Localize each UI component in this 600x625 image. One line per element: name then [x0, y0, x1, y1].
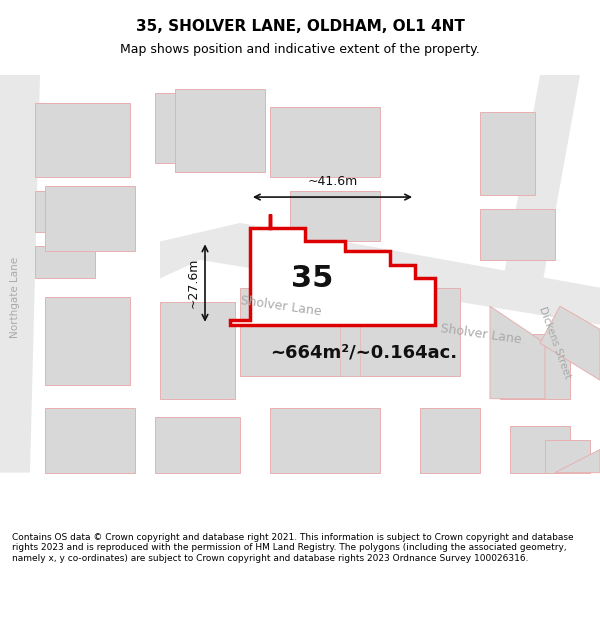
Polygon shape — [510, 426, 570, 472]
Polygon shape — [45, 408, 135, 472]
Polygon shape — [35, 246, 95, 279]
Text: Sholver Lane: Sholver Lane — [240, 294, 323, 318]
Polygon shape — [160, 223, 600, 324]
Polygon shape — [545, 440, 590, 472]
Polygon shape — [540, 306, 600, 380]
Polygon shape — [0, 75, 40, 472]
Polygon shape — [270, 107, 380, 177]
Text: Map shows position and indicative extent of the property.: Map shows position and indicative extent… — [120, 43, 480, 56]
Polygon shape — [155, 94, 220, 163]
Text: 35: 35 — [292, 264, 334, 293]
Polygon shape — [45, 186, 135, 251]
Polygon shape — [480, 209, 555, 260]
Polygon shape — [555, 449, 600, 472]
Polygon shape — [45, 297, 130, 385]
Text: ~27.6m: ~27.6m — [187, 258, 200, 308]
Text: Dickens Street: Dickens Street — [538, 306, 572, 381]
Polygon shape — [490, 306, 545, 399]
Polygon shape — [290, 191, 380, 241]
Polygon shape — [35, 102, 130, 177]
Text: ~664m²/~0.164ac.: ~664m²/~0.164ac. — [270, 343, 457, 361]
Polygon shape — [270, 408, 380, 472]
Polygon shape — [175, 89, 265, 172]
Polygon shape — [230, 214, 435, 324]
Polygon shape — [155, 417, 240, 472]
Polygon shape — [420, 408, 480, 472]
Text: Contains OS data © Crown copyright and database right 2021. This information is : Contains OS data © Crown copyright and d… — [12, 533, 574, 562]
Text: ~41.6m: ~41.6m — [307, 175, 358, 188]
Polygon shape — [480, 112, 535, 195]
Polygon shape — [340, 288, 360, 376]
Polygon shape — [160, 301, 235, 399]
Polygon shape — [35, 191, 130, 232]
Polygon shape — [500, 334, 570, 399]
Text: Sholver Lane: Sholver Lane — [440, 322, 523, 346]
Text: Northgate Lane: Northgate Lane — [10, 256, 20, 338]
Polygon shape — [500, 75, 580, 297]
Text: 35, SHOLVER LANE, OLDHAM, OL1 4NT: 35, SHOLVER LANE, OLDHAM, OL1 4NT — [136, 19, 464, 34]
Polygon shape — [240, 288, 460, 376]
